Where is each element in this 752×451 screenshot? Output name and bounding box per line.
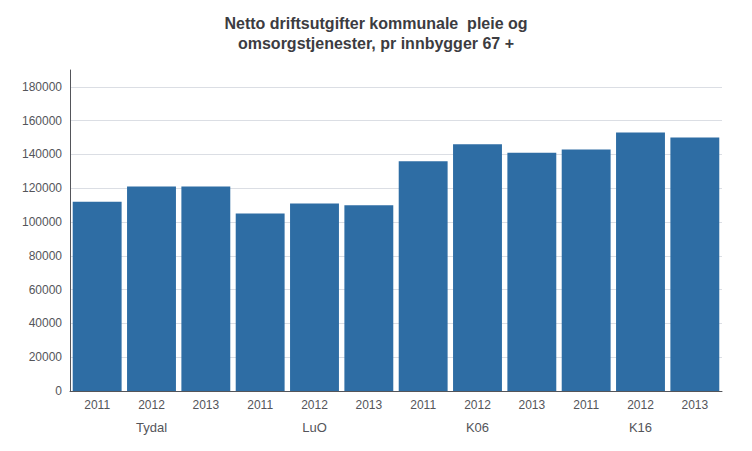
svg-text:160000: 160000 [22,114,62,128]
svg-text:140000: 140000 [22,147,62,161]
svg-text:LuO: LuO [302,420,327,435]
svg-text:K06: K06 [466,420,489,435]
svg-text:120000: 120000 [22,181,62,195]
svg-text:20000: 20000 [29,350,63,364]
svg-text:2013: 2013 [355,398,382,412]
svg-text:80000: 80000 [29,249,63,263]
svg-text:omsorgstjenester, pr innbygger: omsorgstjenester, pr innbygger 67 + [238,35,514,52]
svg-text:2013: 2013 [192,398,219,412]
svg-text:2012: 2012 [464,398,491,412]
svg-text:K16: K16 [629,420,652,435]
svg-text:40000: 40000 [29,316,63,330]
svg-text:Netto driftsutgifter kommunale: Netto driftsutgifter kommunale pleie og [224,15,527,32]
svg-text:100000: 100000 [22,215,62,229]
svg-text:2011: 2011 [84,398,110,412]
svg-text:2012: 2012 [627,398,654,412]
svg-text:2011: 2011 [247,398,273,412]
svg-text:2013: 2013 [518,398,545,412]
svg-text:2012: 2012 [301,398,328,412]
svg-text:60000: 60000 [29,283,63,297]
svg-text:180000: 180000 [22,80,62,94]
svg-text:0: 0 [55,384,62,398]
svg-text:2011: 2011 [410,398,436,412]
svg-text:Tydal: Tydal [136,420,167,435]
svg-text:2013: 2013 [681,398,708,412]
svg-text:2012: 2012 [138,398,165,412]
svg-text:2011: 2011 [573,398,599,412]
